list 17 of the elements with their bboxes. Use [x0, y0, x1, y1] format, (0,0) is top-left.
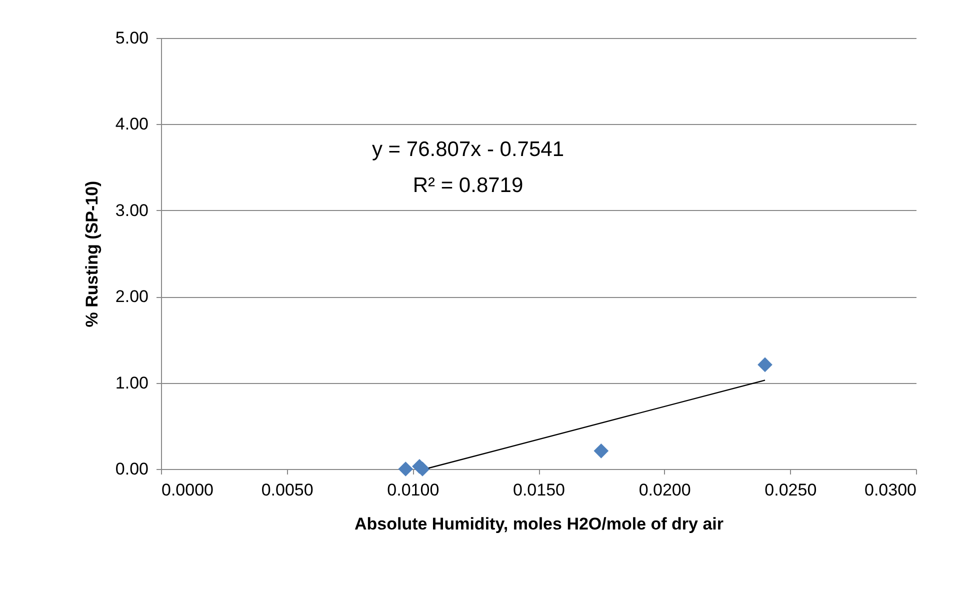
y-tick-label: 3.00 [115, 200, 148, 220]
x-tick-label: 0.0100 [387, 480, 440, 500]
y-tick-label: 4.00 [115, 114, 148, 134]
x-tick-label: 0.0150 [513, 480, 565, 500]
x-tick-label: 0.0050 [261, 480, 314, 500]
annotation: R² = 0.8719 [412, 174, 524, 197]
y-tick-label: 2.00 [115, 287, 148, 306]
x-axis-title: Absolute Humidity, moles H2O/mole of dry air [354, 514, 724, 534]
x-tick-label: 0.0250 [764, 480, 817, 500]
x-tick-label: 0.0300 [864, 480, 916, 500]
annotation: y = 76.807x - 0.7541 [372, 138, 564, 161]
y-tick-label: 1.00 [115, 373, 148, 392]
y-tick-label: 5.00 [115, 28, 148, 48]
y-axis-title: % Rusting (SP-10) [82, 180, 102, 328]
x-tick-label: 0.0200 [638, 480, 691, 500]
x-tick-label: 0.0000 [162, 480, 214, 500]
y-tick-label: 0.00 [115, 460, 148, 478]
